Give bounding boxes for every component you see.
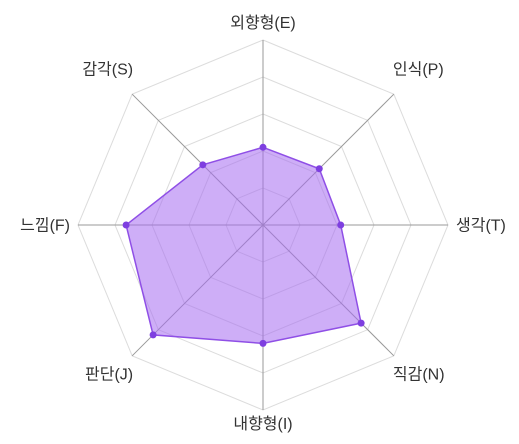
axis-label-3: 직감(N) bbox=[393, 366, 445, 384]
data-point-5[interactable] bbox=[150, 331, 157, 338]
data-point-6[interactable] bbox=[123, 222, 130, 229]
data-point-3[interactable] bbox=[358, 320, 365, 327]
axis-label-6: 느낌(F) bbox=[20, 217, 70, 235]
axis-label-5: 판단(J) bbox=[85, 366, 133, 384]
axis-label-0: 외향형(E) bbox=[230, 14, 296, 32]
data-point-4[interactable] bbox=[260, 340, 267, 347]
data-point-7[interactable] bbox=[199, 161, 206, 168]
data-layer bbox=[123, 144, 365, 347]
data-point-0[interactable] bbox=[260, 144, 267, 151]
axis-label-1: 인식(P) bbox=[393, 61, 444, 79]
data-point-2[interactable] bbox=[337, 222, 344, 229]
series-area-0 bbox=[126, 147, 361, 343]
axis-label-2: 생각(T) bbox=[456, 217, 506, 235]
axis-label-4: 내향형(I) bbox=[233, 415, 292, 433]
data-point-1[interactable] bbox=[316, 165, 323, 172]
axis-label-7: 감각(S) bbox=[82, 61, 133, 79]
